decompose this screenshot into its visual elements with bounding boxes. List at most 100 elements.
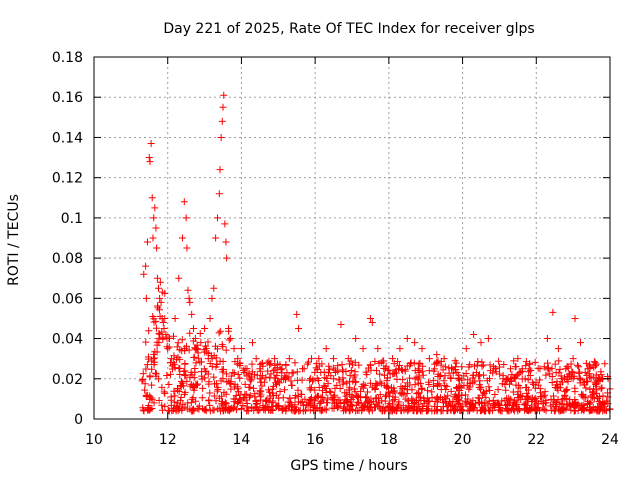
data-point [494, 386, 502, 394]
data-point [584, 378, 592, 386]
data-point [243, 399, 251, 407]
data-point [139, 406, 147, 414]
data-point [559, 405, 567, 413]
data-point [206, 401, 214, 409]
data-point [158, 406, 166, 414]
data-point [448, 364, 456, 372]
data-point [150, 354, 158, 362]
data-point [291, 401, 299, 409]
data-point [466, 361, 474, 369]
data-point [536, 376, 544, 384]
data-point [478, 398, 486, 406]
data-point [192, 359, 200, 367]
data-point [579, 401, 587, 409]
data-point [177, 383, 185, 391]
data-point [353, 407, 361, 415]
data-point [180, 367, 188, 375]
data-point [567, 360, 575, 368]
data-point [394, 357, 402, 365]
data-point [383, 377, 391, 385]
data-point [490, 399, 498, 407]
data-point [509, 388, 517, 396]
data-point [382, 383, 390, 391]
data-point [518, 375, 526, 383]
data-point [319, 387, 326, 395]
data-point [181, 367, 189, 375]
data-point [202, 405, 210, 413]
data-point [194, 354, 202, 362]
data-point [455, 376, 463, 384]
data-point [237, 397, 245, 405]
data-point [170, 352, 178, 360]
data-point [518, 392, 526, 400]
data-point [170, 398, 178, 406]
data-point [149, 234, 157, 242]
data-point [346, 378, 354, 386]
data-point [540, 363, 548, 371]
data-point [318, 360, 326, 368]
data-point [431, 360, 439, 368]
data-point [495, 357, 503, 365]
data-point [456, 386, 464, 394]
data-point [558, 375, 566, 383]
data-point [173, 386, 181, 394]
data-point [200, 346, 208, 354]
data-point [503, 376, 511, 384]
data-point [511, 374, 519, 382]
data-point [418, 367, 426, 375]
data-point [199, 384, 207, 392]
data-point [560, 394, 568, 402]
data-point [190, 325, 198, 332]
data-point [554, 396, 562, 404]
data-point [174, 353, 182, 361]
data-point [177, 393, 185, 401]
data-point [171, 392, 179, 400]
data-point [142, 294, 150, 302]
data-point [554, 345, 562, 353]
data-point [536, 385, 544, 393]
data-point [578, 392, 586, 400]
y-axis-label: ROTI / TECUs [6, 194, 22, 286]
data-point [441, 372, 449, 380]
data-point [464, 395, 472, 403]
data-point [479, 361, 487, 369]
data-point [312, 364, 320, 372]
axis-ticks [93, 56, 611, 420]
data-point [205, 378, 213, 386]
y-tick-label: 0.14 [52, 130, 83, 146]
data-point [170, 332, 178, 340]
data-point [244, 406, 252, 414]
data-point [346, 360, 354, 368]
data-point [468, 400, 476, 408]
data-point [599, 392, 607, 400]
data-point [219, 103, 227, 111]
data-point [186, 298, 194, 306]
data-point [534, 381, 542, 389]
data-point [530, 395, 538, 403]
data-point [258, 360, 266, 368]
data-point [483, 377, 491, 385]
data-point [423, 394, 431, 402]
data-point [201, 325, 209, 332]
data-point [510, 406, 518, 414]
data-point [544, 359, 552, 367]
data-point [454, 392, 462, 400]
data-point [143, 361, 151, 369]
data-point [596, 377, 604, 385]
data-point [506, 365, 514, 373]
data-point [582, 384, 590, 392]
data-point [548, 372, 556, 380]
data-point [163, 372, 171, 380]
data-point [394, 400, 402, 408]
data-point [321, 374, 329, 382]
data-point [206, 314, 214, 322]
data-point [380, 365, 388, 373]
data-point [315, 376, 323, 384]
data-point [529, 379, 537, 387]
data-point [311, 397, 319, 405]
data-point [396, 345, 404, 353]
y-tick-label: 0.06 [52, 291, 83, 307]
data-point [234, 388, 242, 396]
x-axis-label: GPS time / hours [290, 458, 407, 474]
data-point [180, 390, 188, 398]
